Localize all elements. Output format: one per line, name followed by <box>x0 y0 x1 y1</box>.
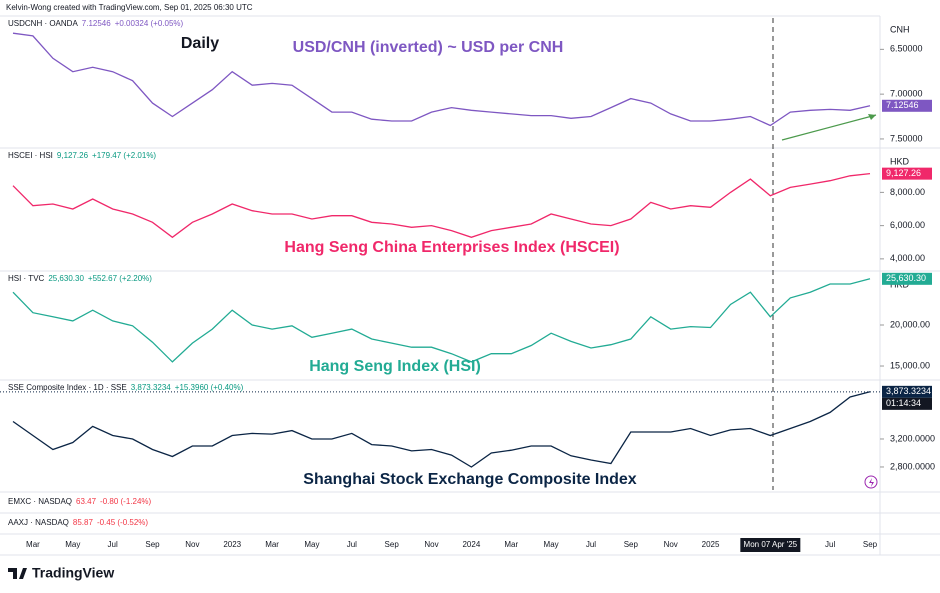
legend-change: +552.67 (+2.20%) <box>88 274 152 283</box>
pane-title: Hang Seng Index (HSI) <box>309 358 481 375</box>
legend-change: -0.80 (-1.24%) <box>100 497 151 506</box>
legend-change: +15.3960 (+0.40%) <box>175 383 244 392</box>
legend: HSI · TVC 25,630.30 +552.67 (+2.20%) <box>8 274 152 283</box>
legend: EMXC · NASDAQ 63.47 -0.80 (-1.24%) <box>8 497 152 506</box>
y-tick-label: 20,000.00 <box>890 319 930 329</box>
legend-change: -0.45 (-0.52%) <box>97 518 148 527</box>
legend-symbol: HSCEI · HSI <box>8 151 53 160</box>
x-tick-label: 2023 <box>223 540 241 549</box>
x-tick-label: Jul <box>586 540 596 549</box>
y-tick-label: 8,000.00 <box>890 187 925 197</box>
event-icon-bolt <box>869 478 874 487</box>
last-label-bg <box>882 272 932 285</box>
y-tick-label: 15,000.00 <box>890 360 930 370</box>
price-line <box>12 172 871 239</box>
logo: TradingView <box>8 565 114 581</box>
x-tick-label: Sep <box>863 540 878 549</box>
legend: SSE Composite Index · 1D · SSE 3,873.3234… <box>8 383 244 392</box>
pane-title: USD/CNH (inverted) ~ USD per CNH <box>293 39 564 56</box>
legend: AAXJ · NASDAQ 85.87 -0.45 (-0.52%) <box>8 518 148 527</box>
last-label: 7.12546 <box>886 100 919 110</box>
x-tick-label: Jul <box>108 540 118 549</box>
pane-title: Hang Seng China Enterprises Index (HSCEI… <box>284 239 619 256</box>
x-tick-label: Mar <box>265 540 279 549</box>
x-tick-label: May <box>65 540 80 549</box>
countdown: 01:14:34 <box>886 398 921 408</box>
x-tick-label: Jul <box>347 540 357 549</box>
last-label: 25,630.30 <box>886 273 926 283</box>
legend-price: 7.12546 <box>82 19 111 28</box>
x-tick-label: Nov <box>424 540 438 549</box>
legend-symbol: HSI · TVC <box>8 274 45 283</box>
price-line <box>12 32 871 127</box>
x-tick-label: 2025 <box>702 540 720 549</box>
legend-price: 9,127.26 <box>57 151 89 160</box>
axis-unit: CNH <box>890 24 910 34</box>
y-tick-label: 4,000.00 <box>890 253 925 263</box>
legend: USDCNH · OANDA 7.12546 +0.00324 (+0.05%) <box>8 19 184 28</box>
x-tick-label: Sep <box>624 540 639 549</box>
arrow-head <box>868 114 876 120</box>
y-tick-label: 7.50000 <box>890 133 923 143</box>
x-tick-label: 2024 <box>462 540 480 549</box>
x-tick-label: May <box>544 540 559 549</box>
legend: HSCEI · HSI 9,127.26 +179.47 (+2.01%) <box>8 151 156 160</box>
axis-unit: HKD <box>890 156 910 166</box>
countdown-bg <box>882 397 932 410</box>
price-line <box>12 278 871 363</box>
legend-symbol: EMXC · NASDAQ <box>8 497 72 506</box>
x-tick-label: Sep <box>145 540 160 549</box>
x-highlight: Mon 07 Apr '25 <box>744 540 798 549</box>
y-tick-label: 7.00000 <box>890 89 923 99</box>
x-highlight-bg <box>740 538 801 552</box>
price-line <box>12 391 871 468</box>
y-tick-label: 6,000.00 <box>890 220 925 230</box>
x-tick-label: Mar <box>504 540 518 549</box>
legend-price: 25,630.30 <box>48 274 84 283</box>
legend-change: +179.47 (+2.01%) <box>92 151 156 160</box>
legend-price: 63.47 <box>76 497 97 506</box>
last-label-bg <box>882 167 932 180</box>
footer: TradingView <box>32 565 114 581</box>
legend-price: 85.87 <box>73 518 94 527</box>
event-icon <box>864 475 878 489</box>
legend-change: +0.00324 (+0.05%) <box>115 19 184 28</box>
header: Kelvin-Wong created with TradingView.com… <box>6 3 253 12</box>
legend-price: 3,873.3234 <box>131 383 172 392</box>
x-tick-label: Mar <box>26 540 40 549</box>
x-tick-label: Nov <box>664 540 678 549</box>
last-label: 3,873.3234 <box>886 386 931 396</box>
y-tick-label: 2,800.0000 <box>890 461 935 471</box>
last-label-bg <box>882 99 932 112</box>
last-label: 9,127.26 <box>886 168 921 178</box>
legend-symbol: SSE Composite Index · 1D · SSE <box>8 383 127 392</box>
legend-symbol: USDCNH · OANDA <box>8 19 78 28</box>
y-tick-label: 6.50000 <box>890 44 923 54</box>
x-tick-label: May <box>304 540 319 549</box>
trend-arrow <box>781 114 877 141</box>
x-tick-label: Jul <box>825 540 835 549</box>
x-tick-label: Sep <box>385 540 400 549</box>
y-tick-label: 3,200.0000 <box>890 433 935 443</box>
x-tick-label: Nov <box>185 540 199 549</box>
last-label-bg <box>882 385 932 398</box>
pane-title: Shanghai Stock Exchange Composite Index <box>303 471 637 488</box>
legend-symbol: AAXJ · NASDAQ <box>8 518 69 527</box>
annotation: Daily <box>181 35 219 52</box>
